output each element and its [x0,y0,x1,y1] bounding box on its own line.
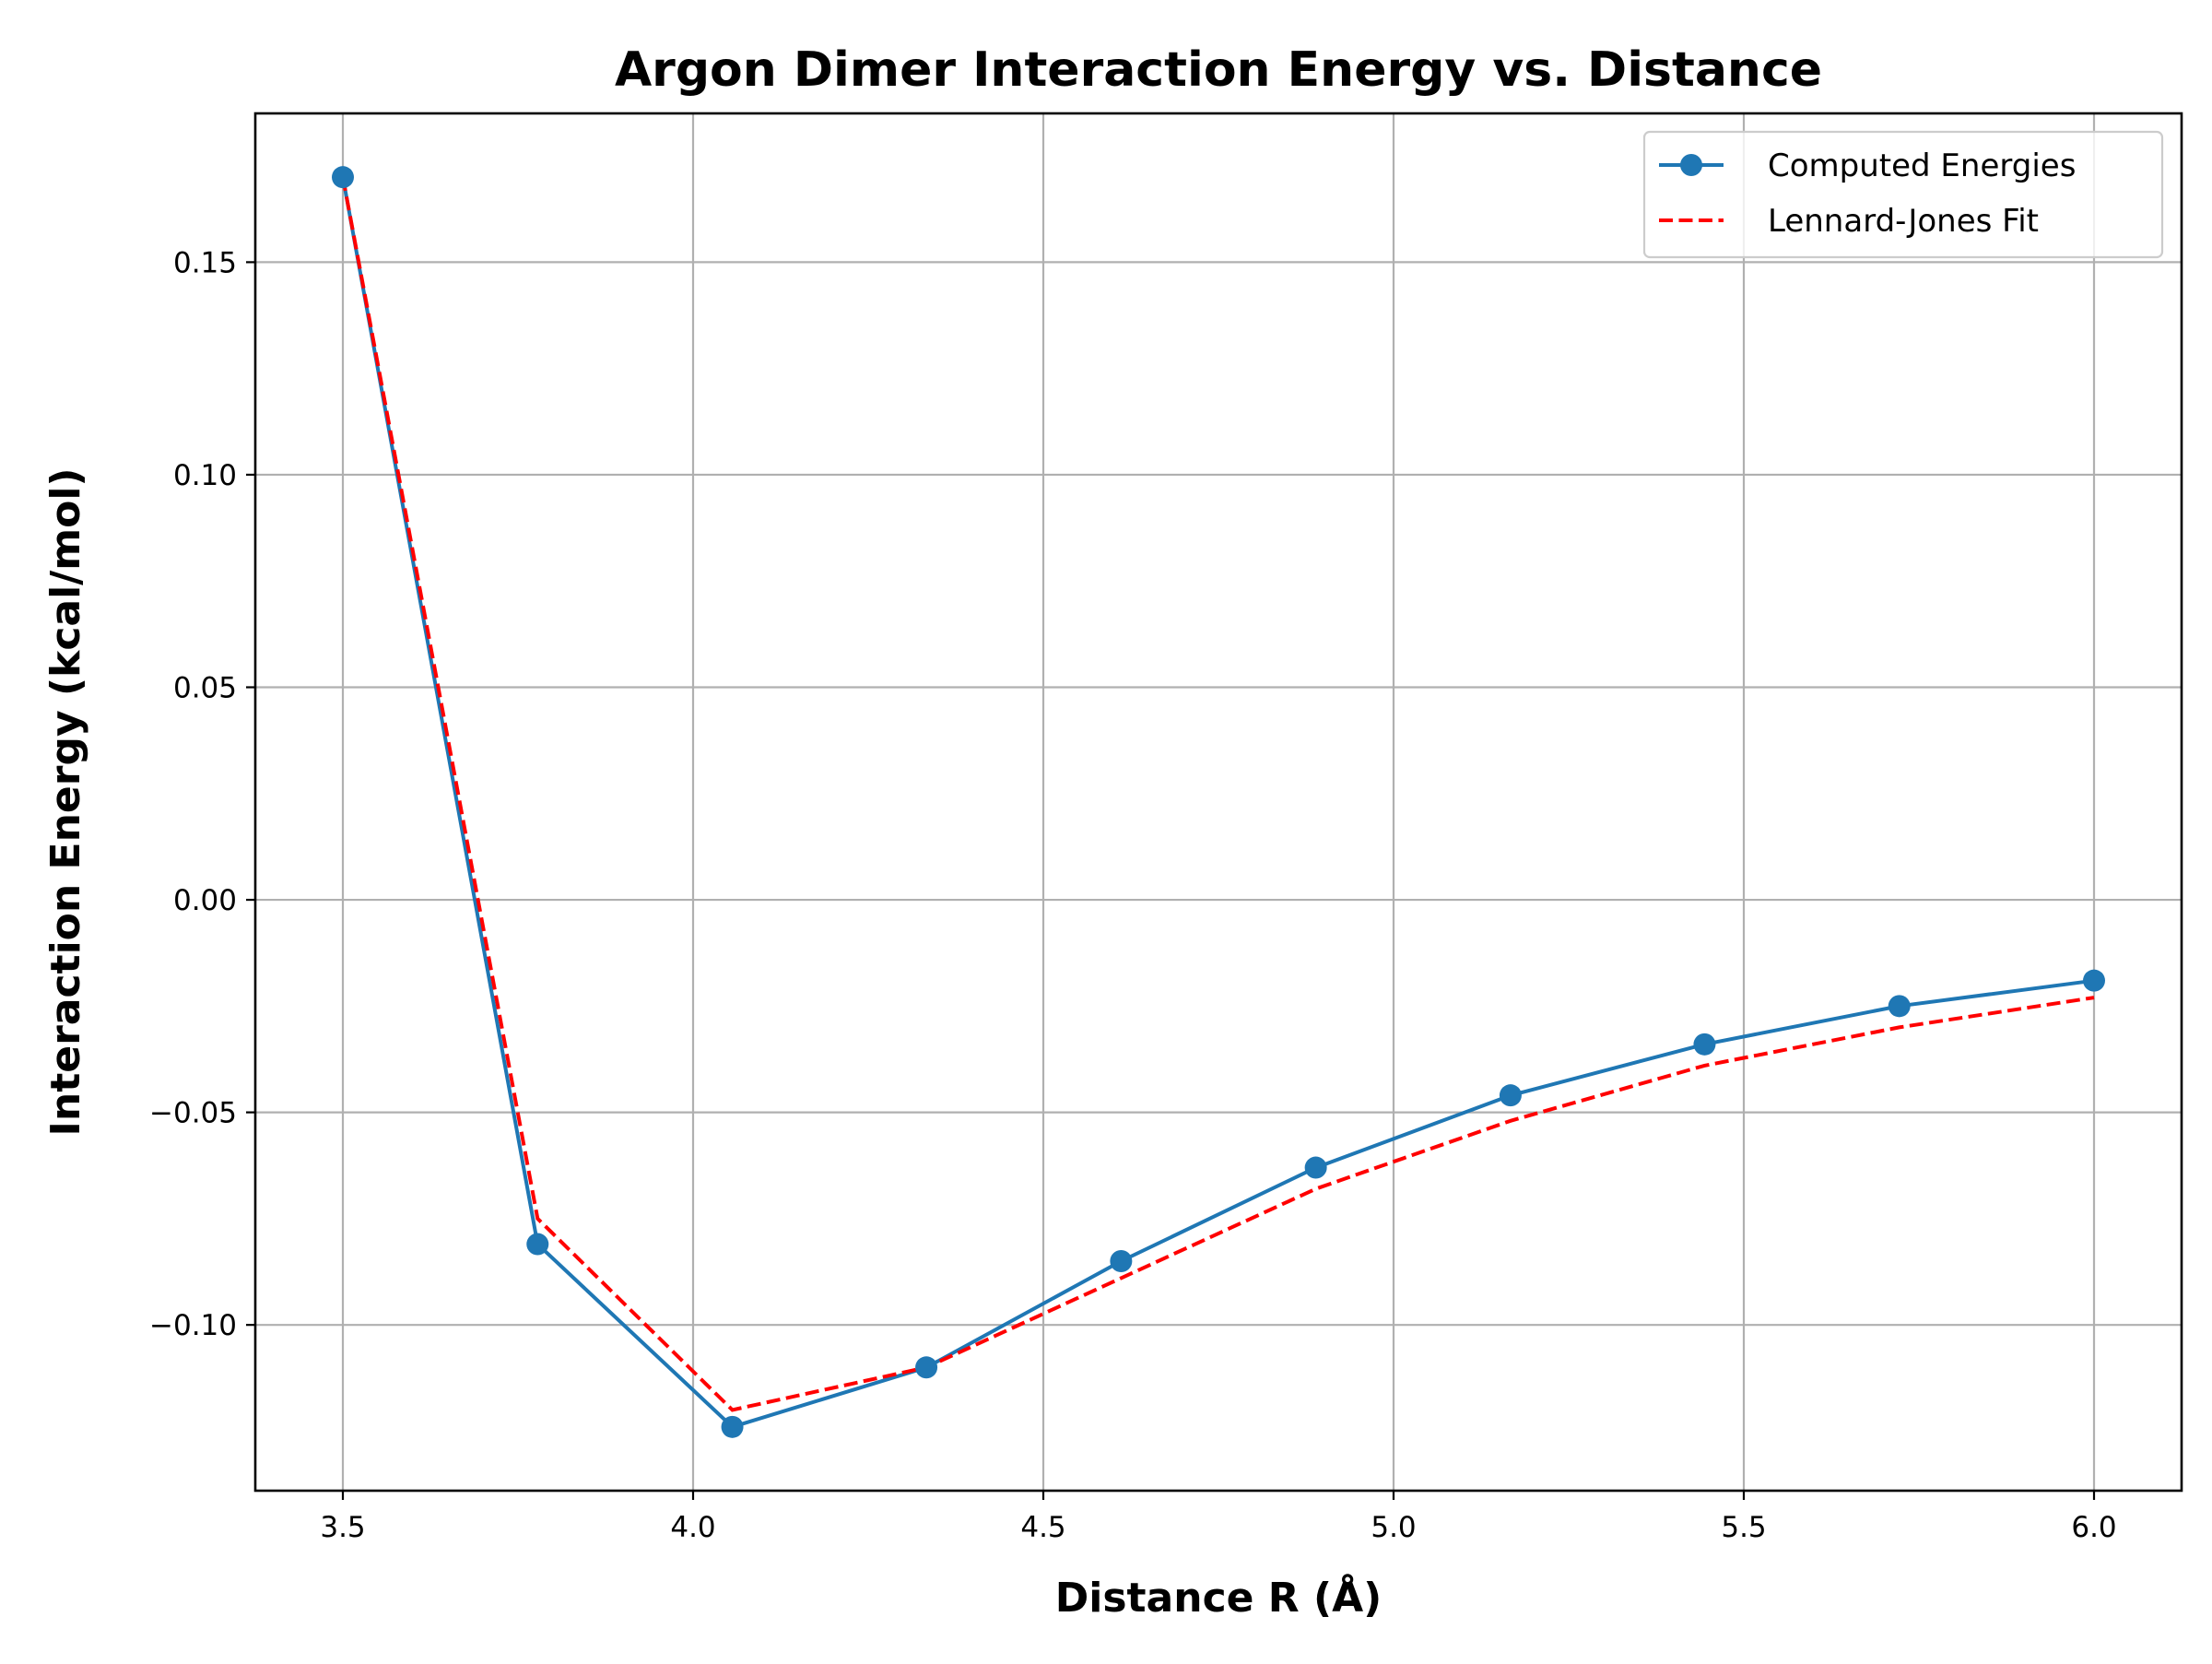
x-axis-label: Distance R (Å) [1055,1573,1382,1622]
y-tick-label: 0.15 [173,246,237,279]
legend-label-computed-energies: Computed Energies [1768,148,2076,184]
x-tick-label: 5.5 [1721,1511,1766,1544]
y-tick-label: −0.05 [149,1097,237,1130]
data-point-computed-energies [1499,1084,1522,1107]
data-point-computed-energies [2083,969,2105,992]
x-tick-label: 4.0 [670,1511,715,1544]
data-point-computed-energies [1110,1250,1133,1272]
plot-frame [253,112,2183,1493]
legend-label-lennard-jones-fit: Lennard-Jones Fit [1768,203,2039,240]
data-point-computed-energies [1304,1156,1327,1179]
legend-box [1642,130,2164,259]
grid-lines [255,113,2182,1491]
x-tick-label: 3.5 [320,1511,365,1544]
series-line-computed-energies [341,176,2095,1429]
y-axis-label: Interaction Energy (kcal/mol) [42,467,89,1136]
series-layer [332,166,2105,1438]
y-tick-label: 0.10 [173,459,237,492]
chart-title: Argon Dimer Interaction Energy vs. Dista… [615,42,1822,98]
y-tick-label: 0.00 [173,884,237,917]
axis-ticks: 3.5 4.0 4.5 5.0 5.5 6.0 0.15 0.10 0.05 0.00 −0.05 −… [149,246,2117,1544]
y-tick-label: −0.10 [149,1309,237,1342]
data-point-computed-energies [721,1415,744,1438]
data-point-computed-energies [1888,995,1911,1018]
x-tick-label: 4.5 [1020,1511,1065,1544]
legend: Computed Energies Lennard-Jones Fit [1642,130,2164,259]
x-tick-label: 6.0 [2071,1511,2116,1544]
data-point-computed-energies [332,166,354,189]
data-point-computed-energies [526,1233,549,1256]
data-point-computed-energies [1693,1033,1716,1056]
legend-marker-computed-energies [1680,154,1702,176]
series-line-lennard-jones-fit [341,176,2095,1412]
x-tick-label: 5.0 [1371,1511,1416,1544]
data-point-computed-energies [915,1356,938,1379]
y-tick-label: 0.05 [173,672,237,705]
